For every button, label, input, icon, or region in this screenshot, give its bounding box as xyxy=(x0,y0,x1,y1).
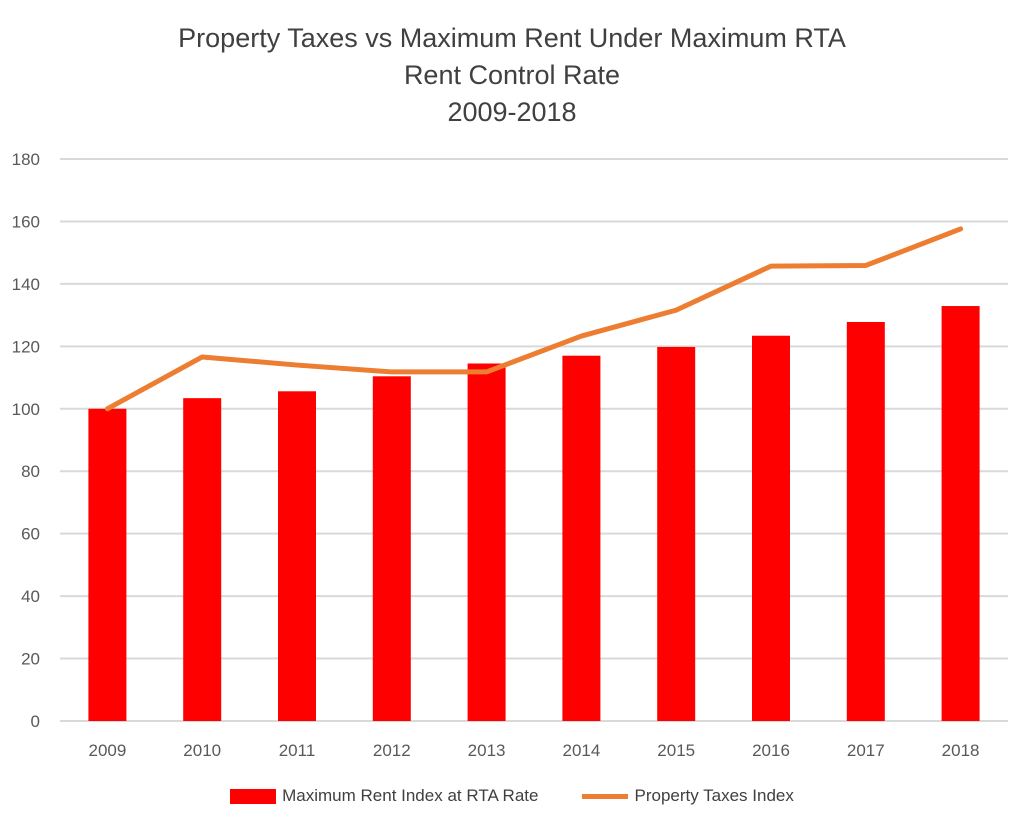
y-tick-label: 180 xyxy=(12,150,40,169)
x-tick-label: 2018 xyxy=(942,741,980,760)
y-tick-label: 160 xyxy=(12,212,40,231)
legend-item-taxes: Property Taxes Index xyxy=(582,786,794,806)
bar-2012 xyxy=(372,376,411,721)
legend: Maximum Rent Index at RTA Rate Property … xyxy=(0,786,1024,806)
legend-label-taxes: Property Taxes Index xyxy=(634,786,794,805)
bar-2015 xyxy=(657,346,696,721)
bar-2009 xyxy=(88,408,127,721)
bar-2016 xyxy=(752,335,790,721)
y-tick-label: 20 xyxy=(21,650,40,669)
legend-swatch-bar xyxy=(230,788,277,804)
bar-2011 xyxy=(278,391,316,721)
x-tick-label: 2011 xyxy=(279,741,316,760)
y-tick-label: 60 xyxy=(21,525,40,544)
y-tick-label: 40 xyxy=(21,587,40,606)
x-tick-label: 2017 xyxy=(847,741,885,760)
line-property-taxes xyxy=(104,226,964,412)
chart-title: Property Taxes vs Maximum Rent Under Max… xyxy=(0,20,1024,131)
x-tick-label: 2013 xyxy=(468,741,506,760)
legend-swatch-line xyxy=(582,793,629,799)
chart-title-line-2: Rent Control Rate xyxy=(403,60,621,90)
y-tick-label: 100 xyxy=(12,400,40,419)
bar-2017 xyxy=(846,321,885,721)
x-tick-label: 2012 xyxy=(373,741,411,760)
y-tick-label: 80 xyxy=(21,462,40,481)
legend-label-rent: Maximum Rent Index at RTA Rate xyxy=(282,786,539,805)
bar-2014 xyxy=(562,355,601,721)
x-tick-label: 2009 xyxy=(88,741,126,760)
bar-2013 xyxy=(467,363,506,721)
x-tick-label: 2016 xyxy=(752,741,790,760)
y-tick-label: 0 xyxy=(31,712,40,731)
x-tick-label: 2010 xyxy=(183,741,221,760)
bar-2018 xyxy=(941,306,980,721)
y-tick-label: 140 xyxy=(12,275,40,294)
chart-title-line-3: 2009-2018 xyxy=(447,97,577,127)
y-tick-label: 120 xyxy=(12,337,40,356)
x-tick-label: 2014 xyxy=(562,741,600,760)
bar-2010 xyxy=(183,398,222,721)
x-tick-label: 2015 xyxy=(657,741,695,760)
chart-title-line-1: Property Taxes vs Maximum Rent Under Max… xyxy=(178,23,846,53)
legend-item-rent: Maximum Rent Index at RTA Rate xyxy=(230,786,538,806)
